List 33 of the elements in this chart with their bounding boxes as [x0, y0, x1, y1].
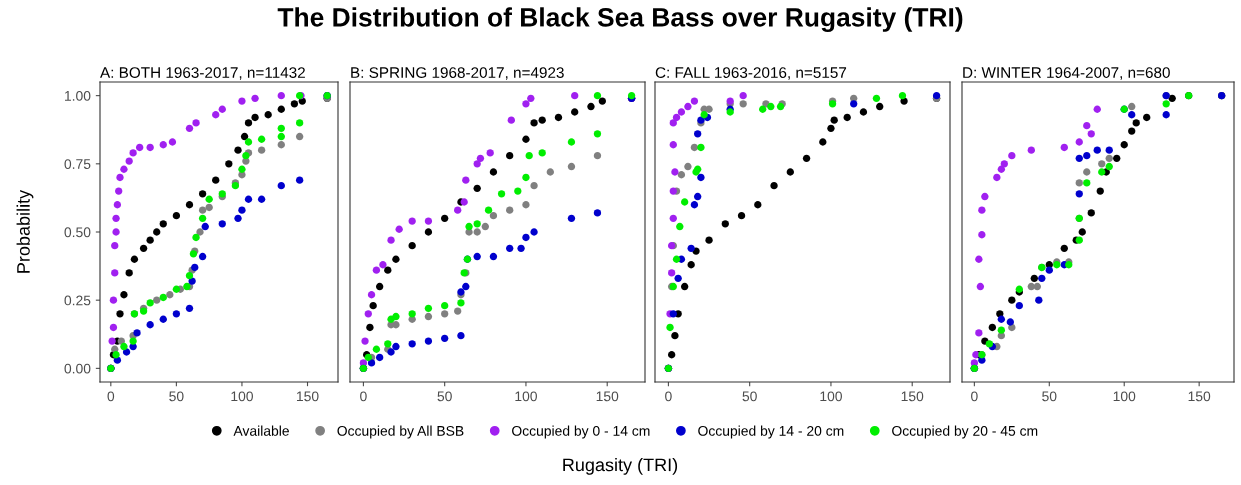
- x-tick-label: 100: [1113, 391, 1136, 402]
- x-tick-label: 0: [971, 391, 978, 402]
- legend-label: Occupied by All BSB: [337, 425, 464, 439]
- x-tick-label: 50: [1042, 391, 1057, 402]
- x-tick-label: 100: [231, 391, 253, 402]
- x-tick-label: 100: [515, 391, 537, 402]
- text: The Distribution of Black Sea Bass over Rugasity (TRI): [277, 7, 963, 32]
- x-tick-label: 0: [665, 391, 672, 402]
- x-tick-label: 100: [820, 391, 842, 402]
- chart-subtitle: D: WINTER 1964-2007, n=680: [963, 67, 1170, 80]
- x-tick-label: 50: [437, 391, 452, 402]
- y-tick-label: 0.75: [64, 159, 91, 169]
- x-tick-label: 150: [901, 391, 924, 402]
- legend-label: Occupied by 20 - 45 cm: [892, 425, 1038, 439]
- legend-label: Occupied by 14 - 20 cm: [698, 425, 844, 439]
- y-tick-label: 0.50: [64, 227, 91, 238]
- y-tick-label: 0.25: [64, 295, 91, 306]
- x-tick-label: 150: [596, 391, 619, 402]
- chart-subtitle: B: SPRING 1968-2017, n=4923: [351, 67, 564, 80]
- legend-label: Available: [233, 425, 289, 436]
- y-axis-title: Probability: [16, 189, 34, 273]
- x-tick-label: 50: [742, 391, 757, 402]
- x-axis-title: Rugasity (TRI): [563, 458, 678, 475]
- x-tick-label: 0: [360, 391, 367, 402]
- x-tick-label: 0: [107, 391, 115, 402]
- chart-subtitle: A: BOTH 1963-2017, n=11432: [100, 67, 305, 80]
- chart-subtitle: C: FALL 1963-2016, n=5157: [655, 67, 847, 80]
- x-tick-label: 50: [169, 391, 184, 402]
- legend-label: Occupied by 0 - 14 cm: [512, 425, 650, 439]
- y-tick-label: 1.00: [65, 90, 91, 101]
- y-tick-label: 0.00: [64, 363, 91, 374]
- x-tick-label: 150: [296, 391, 319, 402]
- x-tick-label: 150: [1188, 391, 1211, 402]
